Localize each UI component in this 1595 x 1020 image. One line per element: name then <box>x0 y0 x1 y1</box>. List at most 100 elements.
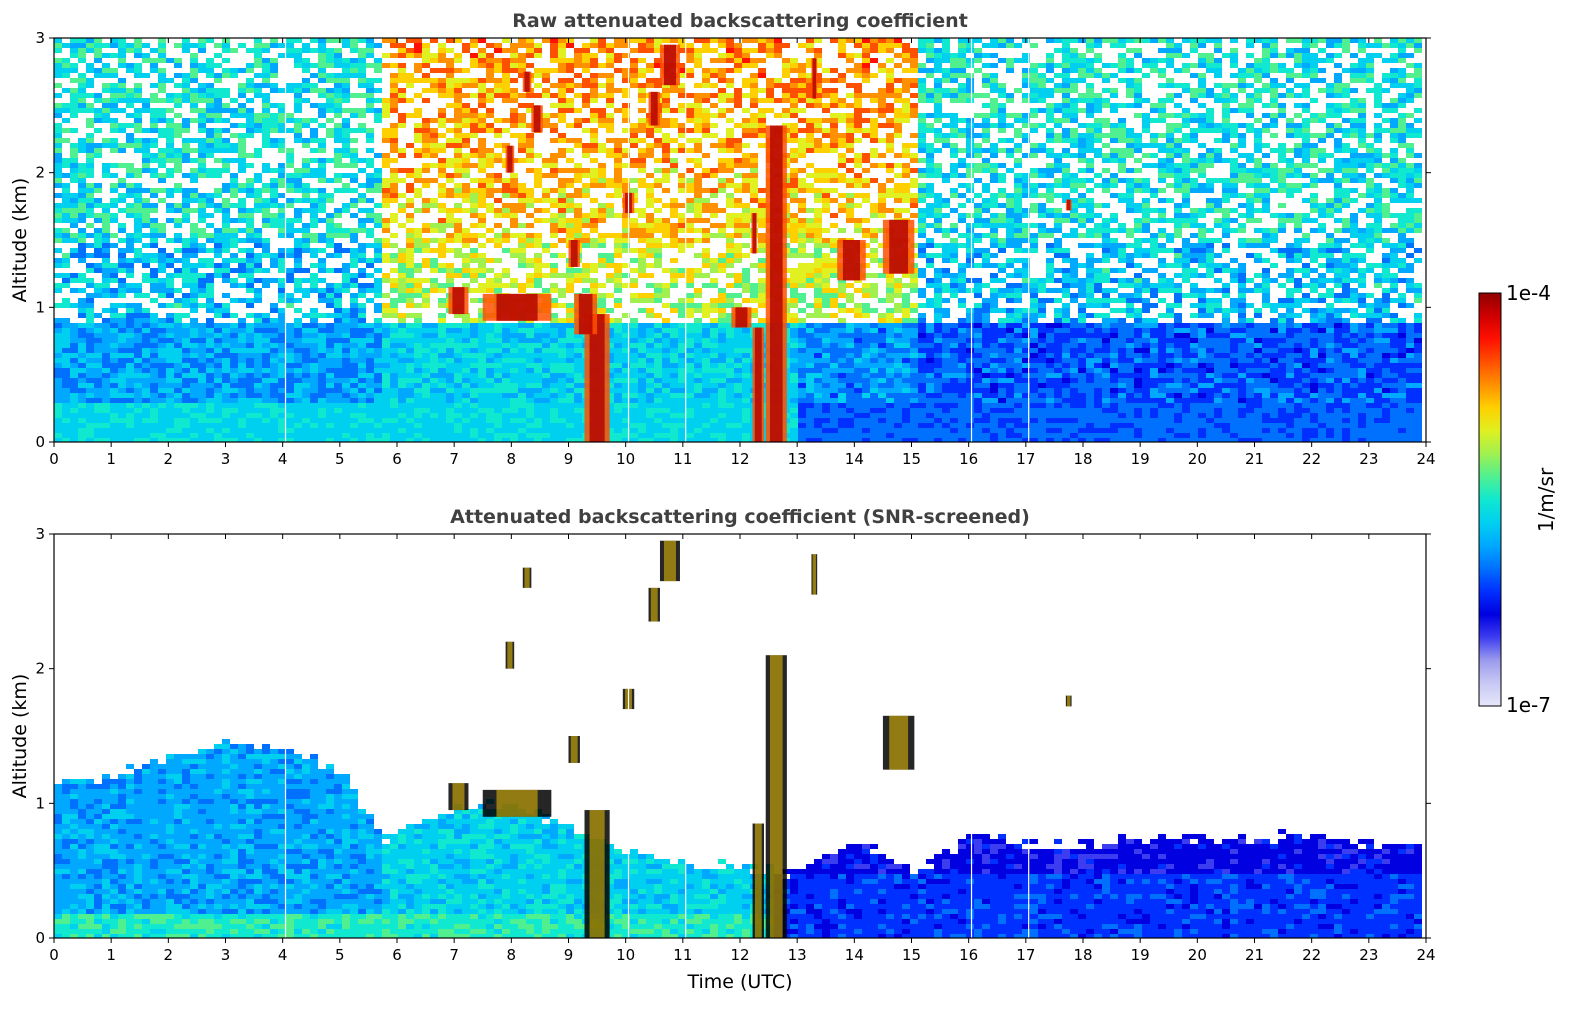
heatmap-cell <box>254 378 262 383</box>
heatmap-cell <box>102 343 110 348</box>
heatmap-cell <box>278 118 286 123</box>
heatmap-cell <box>270 168 278 173</box>
heatmap-cell <box>446 103 454 108</box>
heatmap-cell <box>198 83 206 88</box>
heatmap-cell <box>118 148 126 153</box>
heatmap-cell <box>678 63 686 68</box>
heatmap-cell <box>302 438 310 442</box>
heatmap-cell <box>550 433 558 438</box>
heatmap-cell <box>582 63 590 68</box>
heatmap-cell <box>398 378 406 383</box>
heatmap-cell <box>190 363 198 368</box>
heatmap-cell <box>462 258 470 263</box>
heatmap-cell <box>446 48 454 53</box>
heatmap-cell <box>582 153 590 158</box>
heatmap-cell <box>182 353 190 358</box>
heatmap-cell <box>638 273 646 278</box>
heatmap-cell <box>670 223 678 228</box>
heatmap-cell <box>134 373 142 378</box>
heatmap-cell <box>182 323 190 328</box>
heatmap-cell <box>198 113 206 118</box>
heatmap-cell <box>414 318 422 323</box>
heatmap-cell <box>278 363 286 368</box>
heatmap-cell <box>702 123 710 128</box>
heatmap-cell <box>566 303 574 308</box>
heatmap-cell <box>558 428 566 433</box>
heatmap-cell <box>286 433 294 438</box>
heatmap-cell <box>62 43 70 48</box>
heatmap-cell <box>358 198 366 203</box>
heatmap-cell <box>542 38 550 43</box>
heatmap-cell <box>662 303 670 308</box>
heatmap-cell <box>70 43 78 48</box>
heatmap-cell <box>622 153 630 158</box>
heatmap-cell <box>390 168 398 173</box>
heatmap-cell <box>94 233 102 238</box>
heatmap-cell <box>182 328 190 333</box>
heatmap-cell <box>254 393 262 398</box>
heatmap-cell <box>118 423 126 428</box>
heatmap-cell <box>78 403 86 408</box>
heatmap-cell <box>230 413 238 418</box>
heatmap-cell <box>614 173 622 178</box>
heatmap-cell <box>278 388 286 393</box>
heatmap-cell <box>182 338 190 343</box>
heatmap-cell <box>110 358 118 363</box>
heatmap-cell <box>430 398 438 403</box>
heatmap-cell <box>510 98 518 103</box>
heatmap-cell <box>342 78 350 83</box>
heatmap-cell <box>558 438 566 442</box>
heatmap-cell <box>246 98 254 103</box>
heatmap-cell <box>206 278 214 283</box>
heatmap-cell <box>430 68 438 73</box>
heatmap-cell <box>686 433 694 438</box>
heatmap-cell <box>94 128 102 133</box>
heatmap-cell <box>422 118 430 123</box>
heatmap-cell <box>318 203 326 208</box>
heatmap-cell <box>566 283 574 288</box>
heatmap-cell <box>134 228 142 233</box>
heatmap-cell <box>686 408 694 413</box>
heatmap-cell <box>198 243 206 248</box>
heatmap-cell <box>422 78 430 83</box>
heatmap-cell <box>518 323 526 328</box>
heatmap-cell <box>606 333 614 338</box>
heatmap-cell <box>262 128 270 133</box>
heatmap-cell <box>398 418 406 423</box>
heatmap-cell <box>454 393 462 398</box>
heatmap-cell <box>550 338 558 343</box>
heatmap-cell <box>350 263 358 268</box>
heatmap-cell <box>102 98 110 103</box>
heatmap-cell <box>406 313 414 318</box>
heatmap-cell <box>94 248 102 253</box>
heatmap-cell <box>238 318 246 323</box>
heatmap-cell <box>614 418 622 423</box>
heatmap-cell <box>622 358 630 363</box>
heatmap-cell <box>590 58 598 63</box>
heatmap-cell <box>646 243 654 248</box>
heatmap-cell <box>334 373 342 378</box>
heatmap-cell <box>54 433 62 438</box>
heatmap-cell <box>406 78 414 83</box>
heatmap-cell <box>614 253 622 258</box>
heatmap-cell <box>366 273 374 278</box>
heatmap-cell <box>158 158 166 163</box>
heatmap-cell <box>198 248 206 253</box>
heatmap-cell <box>694 428 702 433</box>
heatmap-cell <box>598 308 606 313</box>
heatmap-cell <box>222 128 230 133</box>
heatmap-cell <box>134 258 142 263</box>
heatmap-cell <box>358 38 366 43</box>
heatmap-cell <box>190 108 198 113</box>
heatmap-cell <box>390 298 398 303</box>
heatmap-cell <box>598 238 606 243</box>
heatmap-cell <box>374 268 382 273</box>
heatmap-cell <box>254 258 262 263</box>
heatmap-cell <box>214 313 222 318</box>
heatmap-cell <box>670 213 678 218</box>
heatmap-cell <box>694 403 702 408</box>
heatmap-cell <box>158 338 166 343</box>
heatmap-cell <box>342 93 350 98</box>
heatmap-cell <box>134 148 142 153</box>
heatmap-cell <box>206 423 214 428</box>
